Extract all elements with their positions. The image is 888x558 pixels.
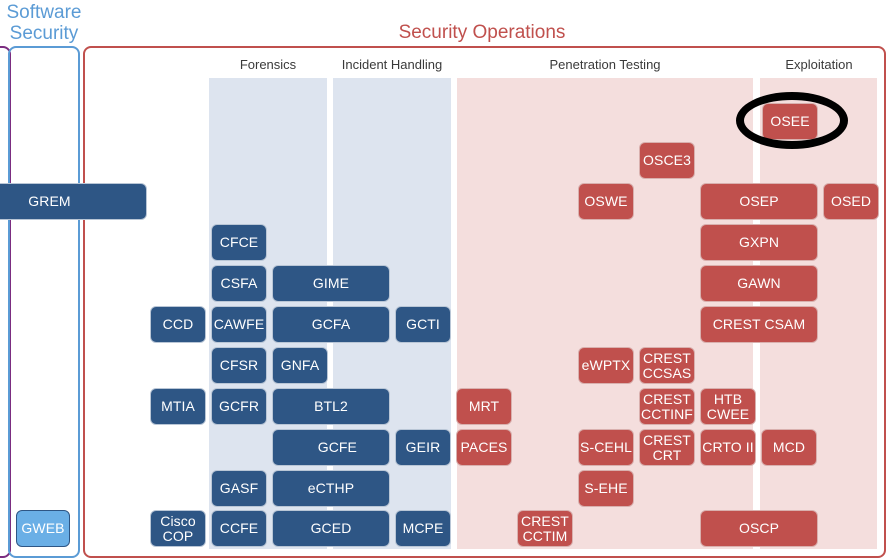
cert-box[interactable]: GNFA	[272, 347, 328, 384]
column-header-label: Forensics	[239, 57, 297, 72]
cert-box[interactable]: PACES	[456, 429, 512, 466]
cert-box[interactable]: eCTHP	[272, 470, 390, 507]
cert-box[interactable]: OSEE	[762, 103, 818, 140]
cert-box[interactable]: eWPTX	[578, 347, 634, 384]
cert-box[interactable]: GEIR	[395, 429, 451, 466]
cert-box[interactable]: CAWFE	[211, 306, 267, 343]
cert-box[interactable]: GIME	[272, 265, 390, 302]
cert-box[interactable]: CREST CCSAS	[639, 347, 695, 384]
section-title-software-security: Software Security	[6, 2, 82, 44]
cert-box[interactable]: S-CEHL	[578, 429, 634, 466]
section-title-security-operations: Security Operations	[398, 22, 566, 43]
cert-box[interactable]: GASF	[211, 470, 267, 507]
cert-box[interactable]: GCED	[272, 510, 390, 547]
cert-box[interactable]: CREST CCTIM	[517, 510, 573, 547]
cert-box[interactable]: MTIA	[150, 388, 206, 425]
cert-box[interactable]: CREST CRT	[639, 429, 695, 466]
cert-box[interactable]: S-EHE	[578, 470, 634, 507]
cert-box[interactable]: OSCP	[700, 510, 818, 547]
cert-box[interactable]: GWEB	[16, 510, 70, 547]
cert-box[interactable]: MRT	[456, 388, 512, 425]
cert-box[interactable]: CREST CCTINF	[639, 388, 695, 425]
cert-box[interactable]: GCFA	[272, 306, 390, 343]
cert-box[interactable]: CFSR	[211, 347, 267, 384]
cert-box[interactable]: GREM	[0, 183, 147, 220]
cert-box[interactable]: BTL2	[272, 388, 390, 425]
cert-box[interactable]: GCTI	[395, 306, 451, 343]
cert-box[interactable]: OSWE	[578, 183, 634, 220]
cert-box[interactable]: GCFE	[272, 429, 390, 466]
cert-box[interactable]: GXPN	[700, 224, 818, 261]
cert-box[interactable]: GAWN	[700, 265, 818, 302]
cert-box[interactable]: CSFA	[211, 265, 267, 302]
cert-box[interactable]: OSED	[823, 183, 879, 220]
cert-box[interactable]: CCFE	[211, 510, 267, 547]
cert-box[interactable]: CRTO II	[700, 429, 756, 466]
cert-box[interactable]: CFCE	[211, 224, 267, 261]
cert-box[interactable]: CCD	[150, 306, 206, 343]
column-header-label: Incident Handling	[341, 57, 443, 72]
cert-box[interactable]: GCFR	[211, 388, 267, 425]
column-header-label: Exploitation	[785, 57, 853, 72]
cert-box[interactable]: MCD	[761, 429, 817, 466]
cert-box[interactable]: Cisco COP	[150, 510, 206, 547]
column-header-label: Penetration Testing	[549, 57, 661, 72]
cert-box[interactable]: HTB CWEE	[700, 388, 756, 425]
cert-box[interactable]: OSEP	[700, 183, 818, 220]
cert-box[interactable]: OSCE3	[639, 142, 695, 179]
group-outline-software-security	[8, 46, 80, 558]
cert-box[interactable]: MCPE	[395, 510, 451, 547]
cert-box[interactable]: CREST CSAM	[700, 306, 818, 343]
